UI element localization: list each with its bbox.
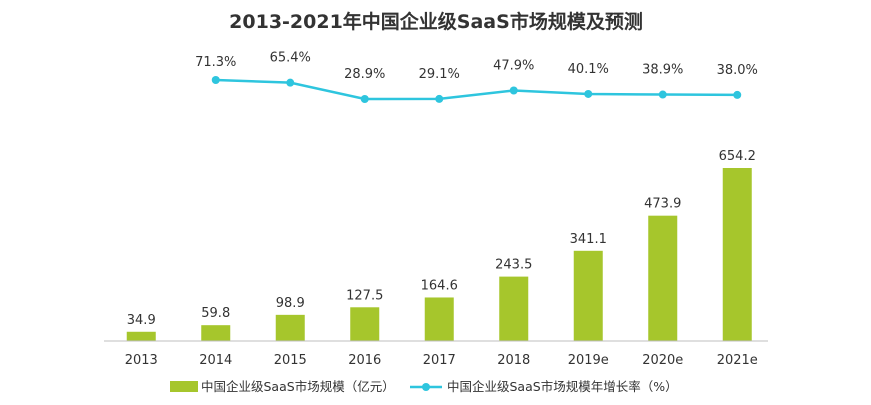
bar-2015 [275,314,305,341]
bar-value-label: 473.9 [644,197,681,212]
x-tick-label: 2020e [642,353,683,368]
bar-2019e [573,250,603,341]
bar-value-label: 59.8 [201,306,230,321]
growth-value-label: 65.4% [270,51,311,66]
x-tick-label: 2014 [199,353,232,368]
x-tick-label: 2018 [497,353,530,368]
bar-2018 [499,276,529,341]
growth-point-2019e [584,89,593,98]
x-tick-label: 2021e [717,353,758,368]
x-tick-label: 2017 [423,353,456,368]
bar-2013 [126,331,156,341]
x-tick-label: 2015 [274,353,307,368]
legend: 中国企业级SaaS市场规模（亿元） 中国企业级SaaS市场规模年增长率（%） [170,379,678,394]
growth-value-label: 71.3% [195,55,236,70]
legend-swatch-bar [170,381,198,392]
growth-point-2020e [658,90,667,99]
x-tick-label: 2013 [125,353,158,368]
growth-value-label: 38.0% [717,63,758,78]
bar-layer: 34.9 59.8 98.9 127.5 164.6 243.5 341.1 473.9 654… [126,149,756,341]
x-tick-label: 2016 [348,353,381,368]
growth-point-2018 [509,86,518,95]
growth-value-label: 40.1% [568,62,609,77]
bar-value-label: 243.5 [495,258,532,273]
bar-2014 [201,325,231,341]
growth-point-2014 [211,76,220,84]
growth-value-label: 38.9% [642,63,683,78]
growth-value-label: 47.9% [493,58,534,73]
bar-2016 [350,307,380,341]
bar-value-label: 341.1 [570,232,607,247]
chart-title: 2013-2021年中国企业级SaaS市场规模及预测 [229,10,643,33]
x-axis-ticks: 2013 2014 2015 2016 2017 2018 2019e 2020e 2021e [125,353,758,368]
legend-label-line: 中国企业级SaaS市场规模年增长率（%） [447,379,678,394]
legend-label-bar: 中国企业级SaaS市场规模（亿元） [201,379,395,394]
legend-swatch-marker [422,383,430,391]
growth-value-label: 29.1% [419,67,460,82]
growth-point-2016 [360,95,369,103]
growth-point-2021e [733,90,742,99]
bar-value-label: 34.9 [127,313,156,328]
bar-value-label: 98.9 [276,296,305,311]
bar-2021e [722,168,752,341]
x-tick-label: 2019e [568,353,609,368]
bar-2017 [424,297,454,341]
growth-line-layer: 71.3% 65.4% 28.9% 29.1% 47.9% 40.1% 38.9% 38.0% [195,51,758,103]
growth-point-2015 [286,78,295,87]
growth-line [215,78,738,101]
bar-value-label: 164.6 [421,278,458,293]
bar-2020e [648,215,678,341]
growth-value-label: 28.9% [344,67,385,82]
growth-point-2017 [435,94,444,103]
bar-value-label: 127.5 [346,288,383,303]
bar-value-label: 654.2 [719,149,756,164]
